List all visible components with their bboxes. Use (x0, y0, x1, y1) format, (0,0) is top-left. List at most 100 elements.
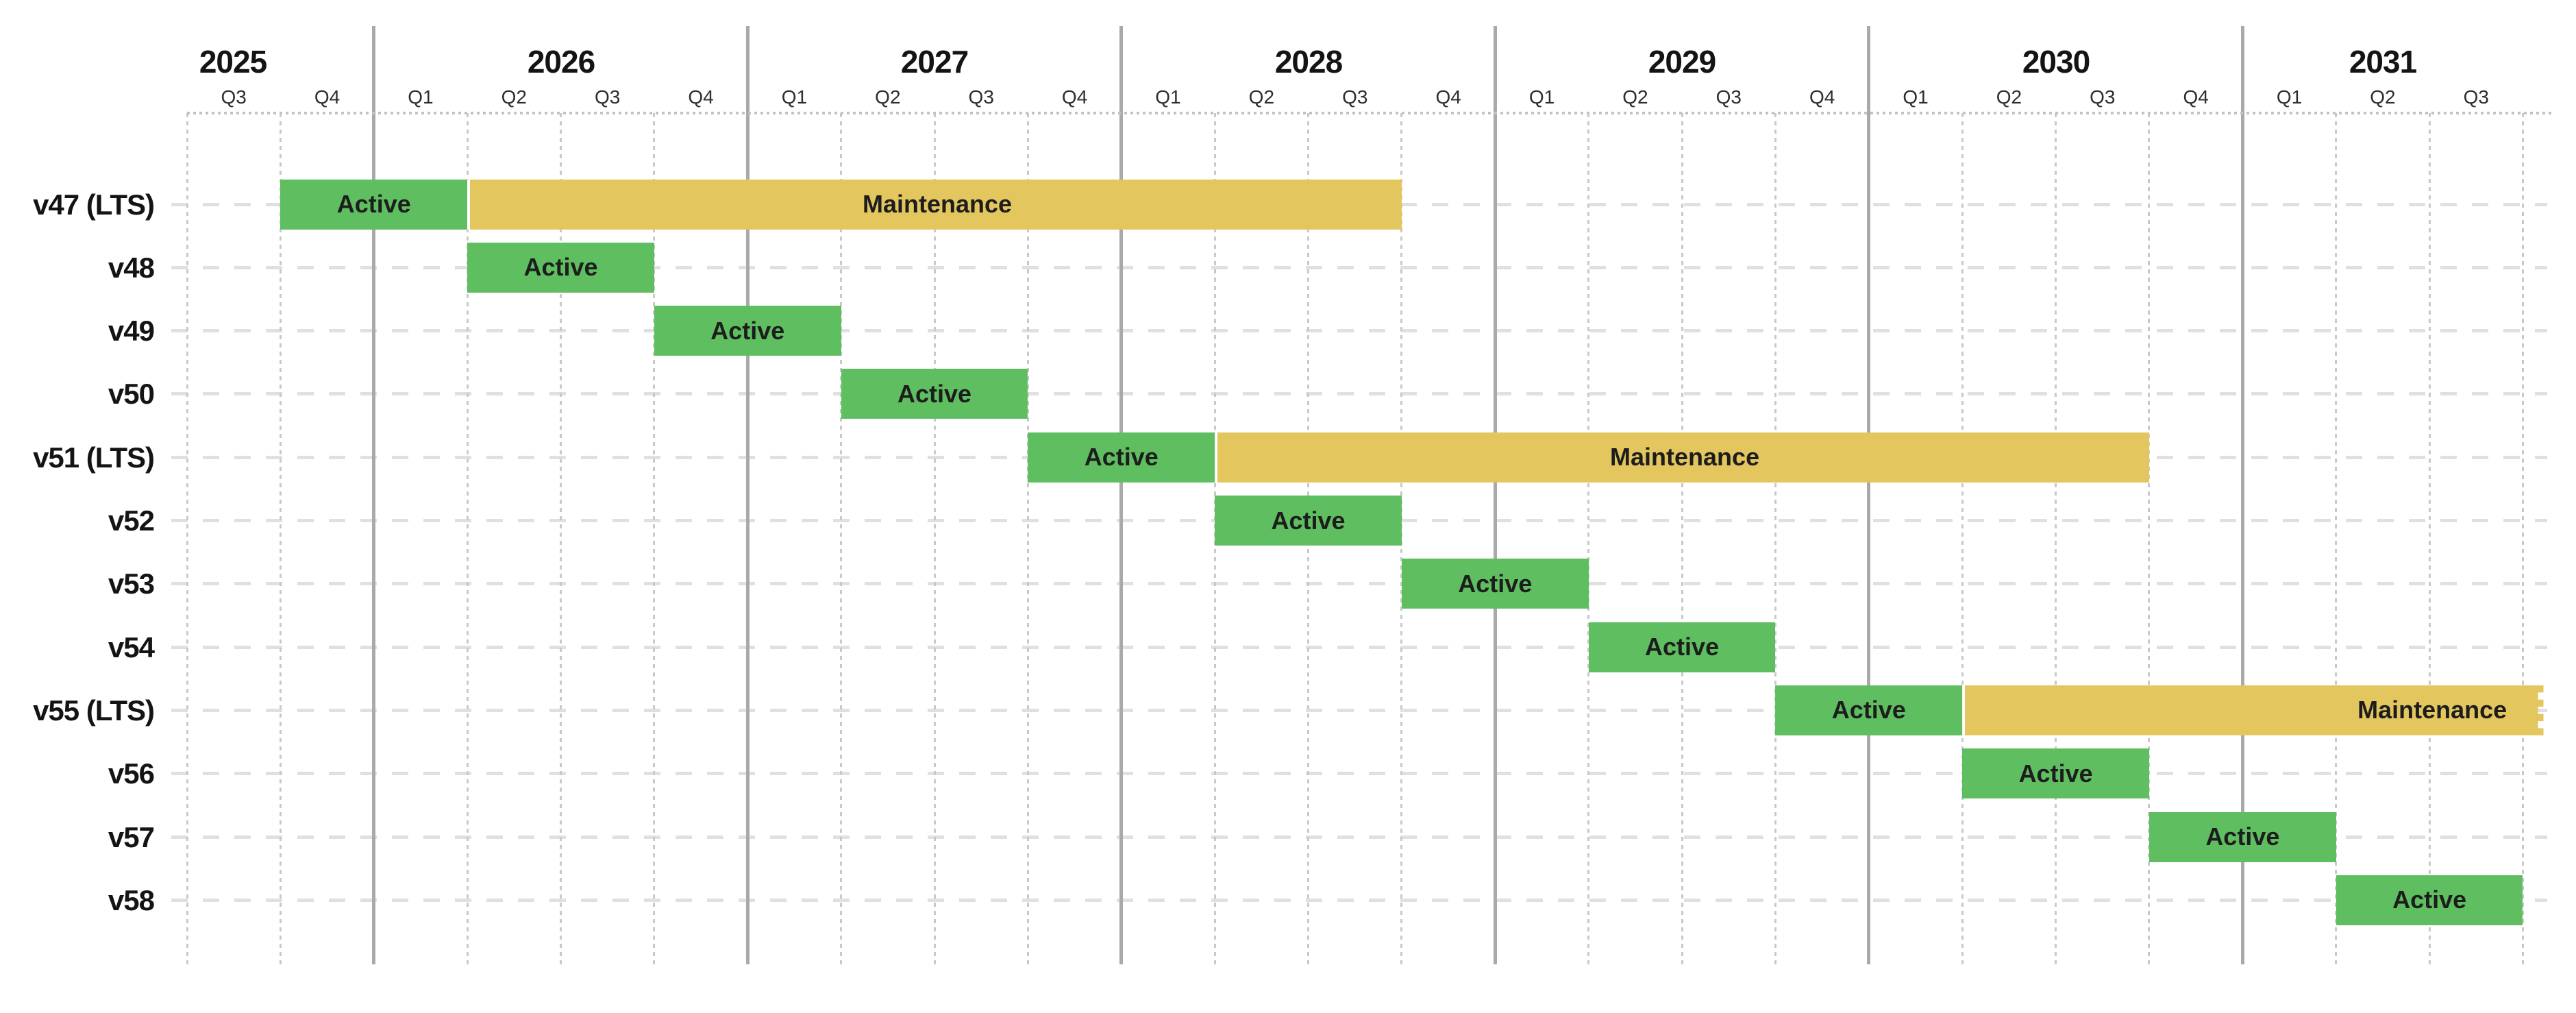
quarter-gridline-25 (2522, 113, 2524, 964)
quarter-label-12: Q3 (1342, 86, 1368, 108)
bar-label: Active (1458, 569, 1533, 598)
quarter-gridline-15 (1587, 113, 1590, 964)
quarter-label-18: Q1 (1903, 86, 1929, 108)
row-gridline-v50 (171, 392, 2547, 396)
quarter-label-20: Q3 (2090, 86, 2116, 108)
year-label-2028: 2028 (1274, 44, 1343, 80)
bar-label: Active (336, 190, 411, 218)
bar-v54-active: Active (1588, 622, 1776, 672)
quarter-label-23: Q2 (2370, 86, 2396, 108)
quarter-gridline-13 (1400, 113, 1403, 964)
bar-v55-lts-active: Active (1775, 685, 1963, 735)
year-gridline-6 (745, 26, 750, 964)
quarter-label-19: Q2 (1996, 86, 2022, 108)
year-gridline-2 (372, 26, 376, 964)
row-gridline-v56 (171, 772, 2547, 776)
quarter-label-5: Q4 (688, 86, 714, 108)
bar-v51-lts-active: Active (1028, 432, 1215, 483)
row-label-v56: v56 (108, 757, 155, 790)
quarter-label-15: Q2 (1622, 86, 1648, 108)
bar-v47-lts-active: Active (280, 179, 468, 230)
bar-label: Active (523, 253, 598, 282)
year-gridline-18 (1867, 26, 1871, 964)
quarter-gridline-20 (2055, 113, 2057, 964)
quarter-label-8: Q3 (968, 86, 994, 108)
quarter-label-1: Q4 (314, 86, 340, 108)
year-gridline-22 (2240, 26, 2244, 964)
row-label-v51-lts: v51 (LTS) (33, 441, 155, 474)
bar-v51-lts-maintenance: Maintenance (1215, 432, 2149, 483)
bar-v48-active: Active (467, 242, 654, 293)
quarter-label-9: Q4 (1061, 86, 1088, 108)
quarter-gridline-24 (2428, 113, 2431, 964)
quarter-gridline-4 (560, 113, 562, 964)
row-label-v57: v57 (108, 820, 155, 853)
quarter-label-21: Q4 (2183, 86, 2209, 108)
row-label-v48: v48 (108, 251, 155, 284)
bar-label: Active (2018, 759, 2093, 788)
quarter-label-22: Q1 (2276, 86, 2303, 108)
row-gridline-v58 (171, 898, 2547, 902)
quarter-label-16: Q3 (1716, 86, 1742, 108)
bar-v53-active: Active (1401, 559, 1589, 609)
quarter-label-6: Q1 (781, 86, 808, 108)
bar-v49-active: Active (654, 306, 841, 356)
bar-v52-active: Active (1215, 496, 1402, 546)
row-gridline-v55-lts (171, 708, 2547, 712)
row-gridline-v49 (171, 329, 2547, 333)
row-gridline-v53 (171, 582, 2547, 586)
quarter-gridline-23 (2335, 113, 2338, 964)
row-label-v55-lts: v55 (LTS) (33, 694, 155, 727)
bar-label: Active (1084, 443, 1159, 472)
row-label-v52: v52 (108, 504, 155, 537)
row-label-v47-lts: v47 (LTS) (33, 188, 155, 221)
year-label-2026: 2026 (527, 44, 595, 80)
bar-v56-active: Active (1962, 748, 2149, 799)
bar-v58-active: Active (2336, 875, 2523, 925)
row-label-v50: v50 (108, 378, 155, 411)
year-label-2029: 2029 (1648, 44, 1716, 80)
quarter-label-4: Q3 (595, 86, 621, 108)
bar-label: Active (710, 316, 785, 345)
quarter-gridline-7 (840, 113, 843, 964)
year-label-2025: 2025 (199, 44, 267, 80)
quarter-label-24: Q3 (2463, 86, 2489, 108)
quarter-label-7: Q2 (875, 86, 901, 108)
quarter-label-14: Q1 (1528, 86, 1555, 108)
quarter-label-17: Q4 (1809, 86, 1835, 108)
bar-label: Active (2205, 822, 2280, 851)
row-label-v54: v54 (108, 631, 155, 663)
quarter-label-10: Q1 (1155, 86, 1181, 108)
quarter-gridline-5 (653, 113, 656, 964)
bar-v57-active: Active (2148, 811, 2336, 862)
quarter-gridline-16 (1681, 113, 1683, 964)
year-label-2030: 2030 (2022, 44, 2090, 80)
quarter-gridline-19 (1961, 113, 1964, 964)
quarter-label-13: Q4 (1435, 86, 1461, 108)
quarter-label-3: Q2 (501, 86, 528, 108)
quarter-gridline-0 (186, 113, 188, 964)
year-label-2031: 2031 (2349, 44, 2417, 80)
bar-v47-lts-maintenance: Maintenance (467, 179, 1402, 230)
bar-label: Active (1645, 633, 1720, 661)
quarter-gridline-17 (1774, 113, 1776, 964)
bar-label: Active (897, 379, 972, 408)
bar-label: Active (2392, 886, 2467, 914)
bar-label: Maintenance (2357, 696, 2507, 724)
quarter-gridline-8 (933, 113, 936, 964)
quarter-label-2: Q1 (408, 86, 434, 108)
plot-top-border (187, 112, 2551, 114)
row-gridline-v57 (171, 835, 2547, 839)
year-gridline-14 (1493, 26, 1497, 964)
row-label-v58: v58 (108, 883, 155, 916)
bar-v55-lts-maintenance: Maintenance (1962, 685, 2543, 735)
bar-label: Active (1831, 696, 1906, 724)
quarter-label-11: Q2 (1248, 86, 1275, 108)
row-gridline-v48 (171, 265, 2547, 269)
quarter-gridline-3 (466, 113, 469, 964)
row-gridline-v54 (171, 645, 2547, 649)
bar-label: Maintenance (1610, 443, 1760, 472)
